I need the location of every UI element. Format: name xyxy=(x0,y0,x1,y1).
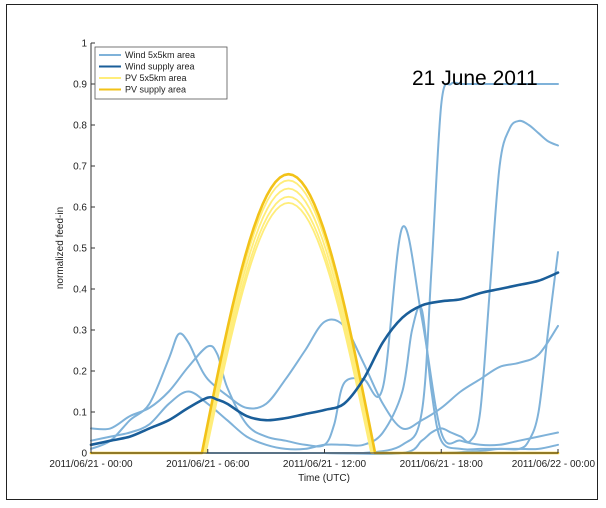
series-line-wind-supply-area-6 xyxy=(89,271,560,447)
y-ticks: 0 0.1 0.2 0.3 0.4 0.5 0.6 0.7 0.8 0.9 1 xyxy=(73,39,95,460)
legend-label: PV supply area xyxy=(125,85,186,95)
x-tick-label: 2011/06/21 - 12:00 xyxy=(283,459,367,470)
series-line-pv-5x5km-area-7 xyxy=(90,202,559,454)
legend-label: Wind 5x5km area xyxy=(125,50,195,60)
series-line-wind-5x5km-area-0 xyxy=(90,318,559,450)
x-ticks: 2011/06/21 - 00:00 2011/06/21 - 06:00 2011… xyxy=(49,449,595,470)
y-tick-label: 0 xyxy=(81,449,87,460)
series-line-pv-5x5km-area-9 xyxy=(90,187,559,454)
y-tick-label: 1 xyxy=(81,39,87,50)
axes-layer: 0 0.1 0.2 0.3 0.4 0.5 0.6 0.7 0.8 0.9 1 2011/06/21… xyxy=(49,39,595,471)
x-axis-label: Time (UTC) xyxy=(298,473,350,484)
date-annotation: 21 June 2011 xyxy=(412,67,538,90)
series-line-pv-5x5km-area-8 xyxy=(90,195,559,454)
y-tick-label: 0.6 xyxy=(73,203,87,214)
y-tick-label: 0.4 xyxy=(73,285,87,296)
y-tick-label: 0.2 xyxy=(73,367,87,378)
y-tick-label: 0.7 xyxy=(73,162,87,173)
series-line-wind-5x5km-area-1 xyxy=(90,225,559,448)
y-axis-label: normalized feed-in xyxy=(55,207,66,289)
legend-label: Wind supply area xyxy=(125,62,195,72)
y-tick-label: 0.8 xyxy=(73,121,87,132)
y-tick-label: 0.9 xyxy=(73,80,87,91)
series-line-pv-supply-area-11 xyxy=(89,172,560,455)
series-line-wind-5x5km-area-4 xyxy=(90,119,559,455)
chart-frame: 0 0.1 0.2 0.3 0.4 0.5 0.6 0.7 0.8 0.9 1 2011/06/21… xyxy=(6,4,598,500)
x-tick-label: 2011/06/21 - 00:00 xyxy=(49,459,133,470)
series-layer xyxy=(89,81,560,455)
series-line-wind-5x5km-area-2 xyxy=(90,305,559,451)
y-tick-label: 0.5 xyxy=(73,244,87,255)
x-tick-label: 2011/06/21 - 18:00 xyxy=(400,459,484,470)
x-tick-label: 2011/06/22 - 00:00 xyxy=(512,459,596,470)
line-chart: 0 0.1 0.2 0.3 0.4 0.5 0.6 0.7 0.8 0.9 1 2011/06/21… xyxy=(49,39,595,485)
y-tick-label: 0.3 xyxy=(73,326,87,337)
y-tick-label: 0.1 xyxy=(73,408,87,419)
x-tick-label: 2011/06/21 - 06:00 xyxy=(166,459,250,470)
legend-label: PV 5x5km area xyxy=(125,73,187,83)
